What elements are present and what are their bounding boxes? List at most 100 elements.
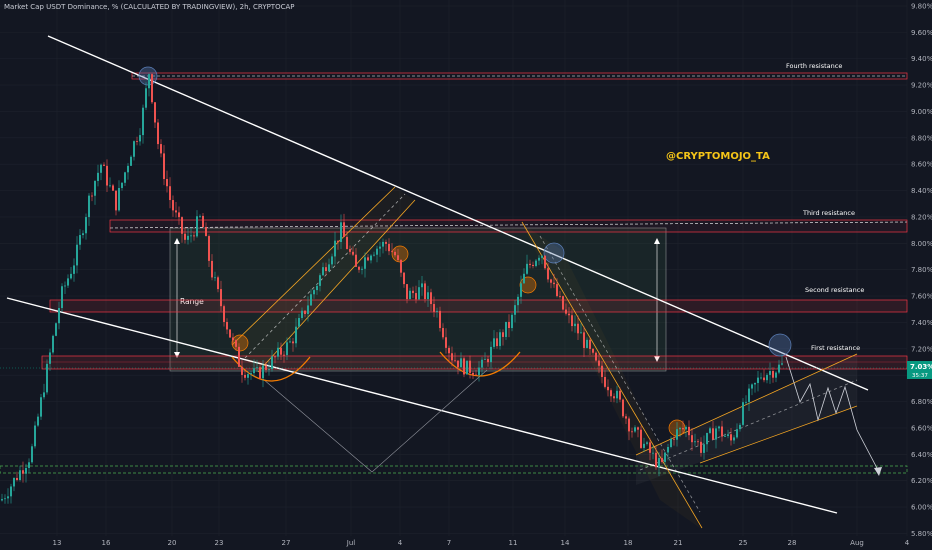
candle-body bbox=[163, 153, 165, 180]
candle-body bbox=[289, 341, 291, 343]
candle-body bbox=[343, 222, 345, 237]
candle-body bbox=[16, 477, 18, 481]
candle-body bbox=[511, 314, 513, 329]
candle-body bbox=[622, 399, 624, 417]
candle-body bbox=[481, 359, 483, 368]
x-tick-label: 16 bbox=[102, 539, 111, 547]
x-tick-label: 4 bbox=[398, 539, 403, 547]
candle-body bbox=[721, 426, 723, 437]
candle-body bbox=[88, 195, 90, 218]
candle-body bbox=[583, 332, 585, 348]
candle-body bbox=[619, 390, 621, 400]
candle-body bbox=[205, 227, 207, 237]
range-arrow-right-top bbox=[654, 238, 660, 244]
candle-body bbox=[703, 444, 705, 453]
range-arrow-left-bottom bbox=[174, 352, 180, 358]
candle-body bbox=[361, 268, 363, 270]
price-axis[interactable]: 9.80% 9.60% 9.40% 9.20% 9.00% 8.80% 8.60% 8.40%… bbox=[911, 3, 932, 538]
x-tick-label: 20 bbox=[168, 539, 177, 547]
candle-body bbox=[757, 377, 759, 383]
level-labels: Fourth resistance Third resistance Secon… bbox=[786, 62, 864, 352]
second-resistance-band bbox=[49, 299, 908, 313]
candle-body bbox=[775, 372, 777, 378]
candle-body bbox=[661, 458, 663, 462]
candle-body bbox=[244, 374, 246, 378]
candle-body bbox=[196, 216, 198, 237]
candle-body bbox=[22, 470, 24, 474]
candle-body bbox=[535, 260, 537, 267]
candle-body bbox=[250, 373, 252, 375]
y-tick-label: 7.60% bbox=[911, 293, 932, 301]
x-tick-label: 7 bbox=[447, 539, 451, 547]
candle-body bbox=[559, 296, 561, 297]
candle-body bbox=[307, 305, 309, 314]
candle-body bbox=[226, 321, 228, 330]
candle-body bbox=[139, 135, 141, 142]
candle-body bbox=[646, 442, 648, 444]
candle-body bbox=[328, 264, 330, 272]
candle-body bbox=[97, 172, 99, 181]
y-tick-label: 7.80% bbox=[911, 266, 932, 274]
candle-body bbox=[115, 190, 117, 211]
time-axis[interactable]: 13 16 20 23 27 Jul 4 7 11 14 18 21 25 28 Aug 4 bbox=[53, 539, 910, 547]
candle-body bbox=[406, 284, 408, 300]
candle-body bbox=[478, 367, 480, 376]
candle-body bbox=[547, 268, 549, 280]
current-price-countdown: 35:37 bbox=[912, 373, 928, 379]
candle-body bbox=[436, 310, 438, 312]
candle-body bbox=[4, 498, 6, 500]
candle-body bbox=[127, 165, 129, 173]
marker-circle-peak bbox=[543, 242, 565, 264]
candle-body bbox=[427, 292, 429, 300]
channel-2 bbox=[521, 221, 703, 529]
candle-body bbox=[202, 215, 204, 228]
candle-body bbox=[460, 358, 462, 368]
grid bbox=[0, 0, 908, 536]
candle-body bbox=[538, 257, 540, 261]
chart-header-title: Market Cap USDT Dominance, % (CALCULATED… bbox=[4, 3, 295, 11]
candle-body bbox=[142, 107, 144, 136]
x-tick-label: 13 bbox=[53, 539, 62, 547]
candle-body bbox=[73, 265, 75, 274]
candle-body bbox=[118, 187, 120, 211]
candle-body bbox=[130, 156, 132, 166]
candle-body bbox=[715, 428, 717, 440]
candle-body bbox=[103, 164, 105, 166]
candle-body bbox=[373, 254, 375, 256]
y-tick-label: 9.40% bbox=[911, 55, 932, 63]
candle-body bbox=[598, 360, 600, 366]
watermark-handle: @CRYPTOMOJO_TA bbox=[666, 151, 770, 162]
candle-body bbox=[235, 340, 237, 347]
candle-body bbox=[652, 452, 654, 454]
candle-body bbox=[577, 323, 579, 334]
candle-body bbox=[502, 332, 504, 337]
marker-circle-rhs bbox=[519, 276, 537, 294]
candle-body bbox=[403, 272, 405, 285]
candle-body bbox=[565, 309, 567, 314]
candle-body bbox=[286, 342, 288, 356]
candle-body bbox=[490, 346, 492, 363]
candle-body bbox=[514, 305, 516, 315]
candle-body bbox=[769, 371, 771, 375]
first-resistance-band bbox=[41, 355, 908, 370]
y-tick-label: 5.80% bbox=[911, 530, 932, 538]
candle-body bbox=[43, 392, 45, 398]
candle-body bbox=[217, 277, 219, 290]
candle-body bbox=[733, 437, 735, 441]
candle-body bbox=[634, 427, 636, 432]
candle-body bbox=[136, 141, 138, 142]
candle-body bbox=[31, 446, 33, 463]
candle-body bbox=[19, 470, 21, 481]
candle-body bbox=[736, 429, 738, 438]
candle-body bbox=[550, 279, 552, 283]
candle-body bbox=[424, 283, 426, 300]
candle-body bbox=[145, 88, 147, 108]
candle-body bbox=[484, 358, 486, 360]
y-tick-label: 8.60% bbox=[911, 161, 932, 169]
candle-body bbox=[124, 172, 126, 183]
candle-body bbox=[640, 429, 642, 448]
candle-body bbox=[679, 427, 681, 430]
candle-body bbox=[172, 200, 174, 211]
candle-body bbox=[691, 435, 693, 443]
candle-body bbox=[604, 376, 606, 387]
